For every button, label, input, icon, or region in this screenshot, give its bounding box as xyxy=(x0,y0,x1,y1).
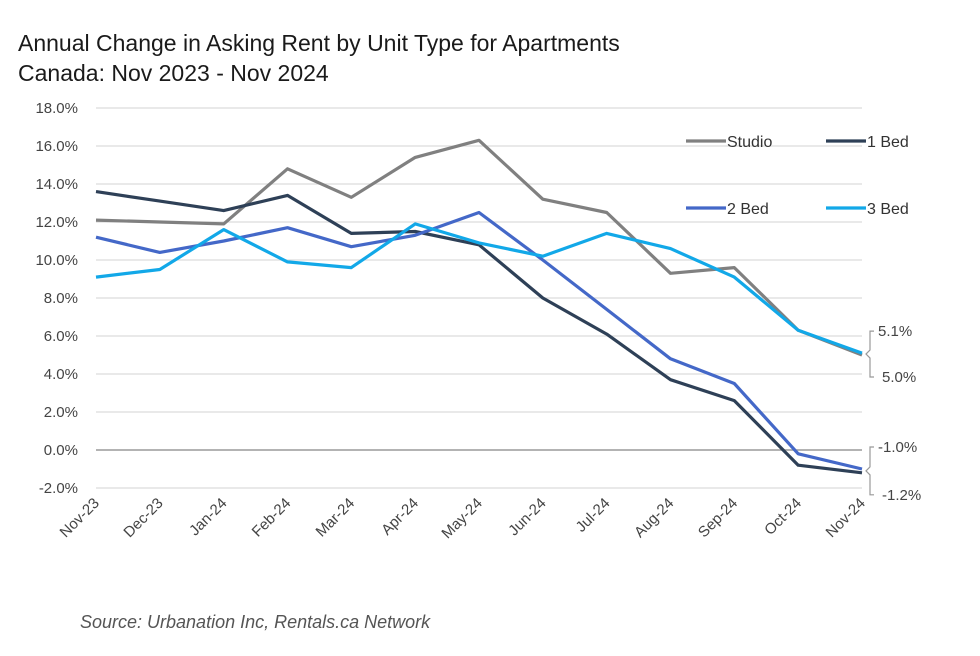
legend: Studio 1 Bed 2 Bed 3 Bed xyxy=(686,134,909,218)
y-tick-label: 16.0% xyxy=(35,138,78,155)
end-annotations: 5.1% 5.0% -1.0% -1.2% xyxy=(865,323,921,504)
annotation-label: -1.0% xyxy=(878,439,917,456)
x-tick-label: Jun-24 xyxy=(505,495,549,539)
x-tick-label: Nov-23 xyxy=(57,495,103,541)
annotation-bracket xyxy=(865,330,874,378)
x-tick-label: Jul-24 xyxy=(573,495,614,536)
y-tick-label: 12.0% xyxy=(35,214,78,231)
x-tick-label: Oct-24 xyxy=(761,495,805,539)
legend-label: Studio xyxy=(727,134,772,151)
x-tick-label: Sep-24 xyxy=(695,495,741,541)
series-line-studio xyxy=(95,138,863,357)
x-tick-label: May-24 xyxy=(438,495,485,542)
title-line-1: Annual Change in Asking Rent by Unit Typ… xyxy=(18,30,620,56)
series-lines xyxy=(95,138,863,475)
series-line-3-bed xyxy=(95,222,863,355)
x-tick-label: Dec-23 xyxy=(120,495,166,541)
annotation-label: -1.2% xyxy=(882,487,921,504)
legend-label: 2 Bed xyxy=(727,201,769,218)
x-tick-label: Nov-24 xyxy=(823,495,869,541)
x-tick-label: Aug-24 xyxy=(631,495,677,541)
gridlines xyxy=(96,107,862,489)
legend-label: 1 Bed xyxy=(867,134,909,151)
y-tick-label: -2.0% xyxy=(39,480,78,497)
x-tick-label: Jan-24 xyxy=(186,495,230,539)
series-line-1-bed xyxy=(95,190,863,475)
x-tick-label: Feb-24 xyxy=(249,495,295,541)
x-tick-label: Apr-24 xyxy=(378,495,422,539)
y-tick-label: 8.0% xyxy=(44,290,78,307)
annotation-label: 5.0% xyxy=(882,369,916,386)
title-line-2: Canada: Nov 2023 - Nov 2024 xyxy=(18,60,329,86)
y-axis-ticks: -2.0% 0.0% 2.0% 4.0% 6.0% 8.0% 10.0% 12.0% 14.0%… xyxy=(35,100,78,497)
series-line-2-bed xyxy=(95,210,863,471)
chart-title: Annual Change in Asking Rent by Unit Typ… xyxy=(18,28,620,88)
y-tick-label: 4.0% xyxy=(44,366,78,383)
x-tick-label: Mar-24 xyxy=(313,495,359,541)
x-axis-ticks: Nov-23 Dec-23 Jan-24 Feb-24 Mar-24 Apr-24 May-… xyxy=(57,495,869,542)
y-tick-label: 18.0% xyxy=(35,100,78,117)
y-tick-label: 10.0% xyxy=(35,252,78,269)
line-chart: -2.0% 0.0% 2.0% 4.0% 6.0% 8.0% 10.0% 12.0% 14.0%… xyxy=(35,100,921,542)
y-tick-label: 0.0% xyxy=(44,442,78,459)
annotation-bracket xyxy=(865,446,874,496)
y-tick-label: 2.0% xyxy=(44,404,78,421)
source-note: Source: Urbanation Inc, Rentals.ca Netwo… xyxy=(80,612,431,632)
y-tick-label: 6.0% xyxy=(44,328,78,345)
y-tick-label: 14.0% xyxy=(35,176,78,193)
legend-label: 3 Bed xyxy=(867,201,909,218)
annotation-label: 5.1% xyxy=(878,323,912,340)
